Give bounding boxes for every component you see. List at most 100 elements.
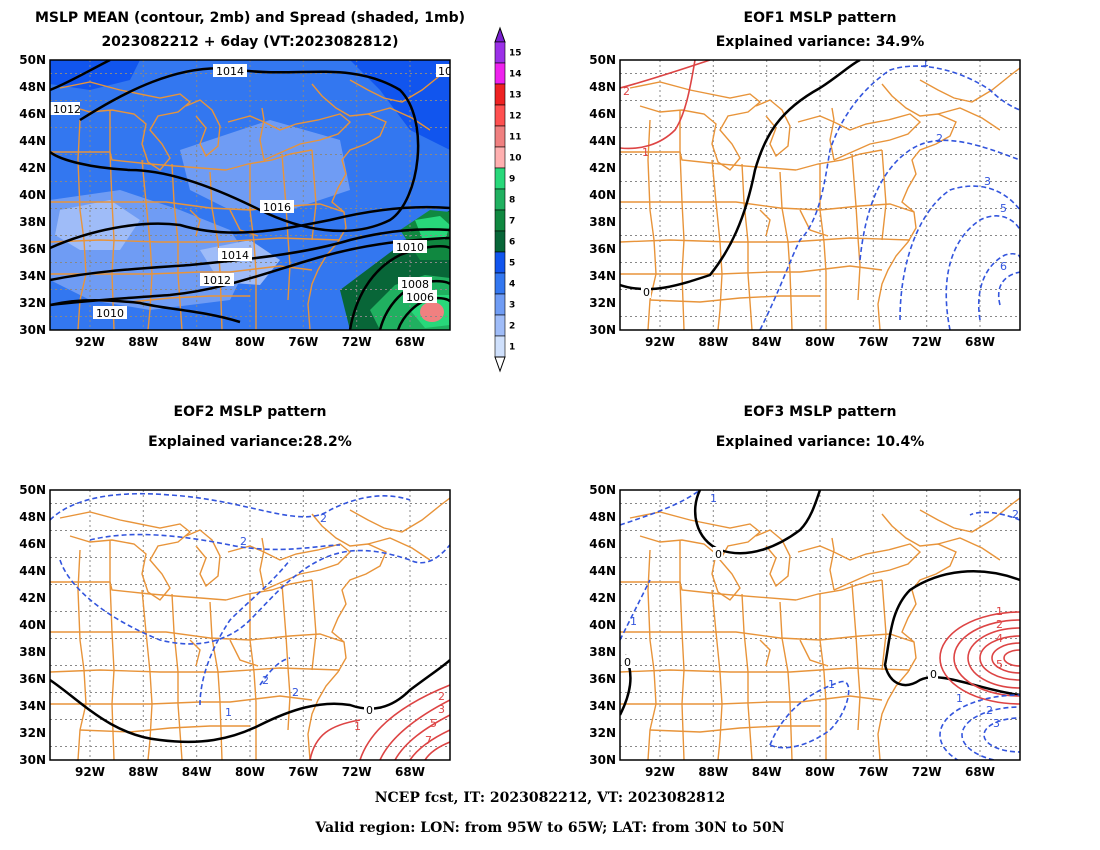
colorbar-label: 9	[509, 175, 515, 185]
latitude-tick-label: 50N	[19, 53, 46, 67]
longitude-tick-label: 84W	[182, 335, 212, 349]
latitude-tick-label: 34N	[19, 269, 46, 283]
colorbar-swatch	[494, 83, 506, 106]
longitude-tick-label: 80W	[235, 335, 265, 349]
latitude-tick-label: 40N	[19, 618, 46, 632]
negative-contour	[998, 271, 1020, 306]
mean-panel-subtitle: 2023082212 + 6day (VT:2023082812)	[101, 34, 399, 50]
colorbar-swatch	[494, 209, 506, 232]
map-frame	[619, 59, 1021, 331]
negative-contour	[969, 511, 1020, 521]
longitude-tick-label: 76W	[858, 765, 888, 779]
latitude-tick-label: 32N	[589, 726, 616, 740]
contour-label: 1	[630, 615, 637, 628]
zero-contour	[50, 659, 450, 744]
contour-label: 2	[262, 674, 269, 687]
latitude-tick-label: 38N	[589, 645, 616, 659]
colorbar-label: 14	[509, 70, 522, 80]
latitude-tick-label: 44N	[589, 134, 616, 148]
longitude-tick-label: 88W	[698, 765, 728, 779]
colorbar-min-arrow	[494, 356, 506, 373]
contour-label: 1	[710, 492, 717, 505]
latitude-tick-label: 34N	[589, 699, 616, 713]
contour-label: 0	[624, 656, 631, 669]
map-frame	[49, 489, 451, 761]
contour-label: 2	[1012, 508, 1019, 521]
latitude-tick-label: 46N	[589, 107, 616, 121]
latitude-tick-label: 44N	[19, 134, 46, 148]
latitude-tick-label: 34N	[589, 269, 616, 283]
latitude-tick-label: 42N	[19, 161, 46, 175]
negative-contour	[939, 694, 1020, 760]
contour-label: 1012	[203, 274, 231, 287]
colorbar-swatch	[494, 167, 506, 190]
isobar-1016	[50, 205, 450, 250]
contour-label: 1008	[401, 278, 429, 291]
colorbar-swatch	[494, 146, 506, 169]
latitude-tick-label: 30N	[19, 323, 46, 337]
latitude-tick-label: 50N	[589, 53, 616, 67]
longitude-tick-label: 72W	[342, 765, 372, 779]
contour-label: 2	[320, 512, 327, 525]
colorbar-label: 2	[509, 322, 515, 332]
longitude-tick-label: 92W	[645, 765, 675, 779]
colorbar-label: 1	[509, 343, 515, 353]
contour-label: 5	[430, 717, 437, 730]
eof2-panel-title: EOF2 MSLP pattern	[173, 404, 327, 420]
latitude-tick-label: 40N	[589, 188, 616, 202]
eof3-panel-title: EOF3 MSLP pattern	[743, 404, 897, 420]
positive-contour	[424, 741, 450, 760]
isobar-1010-southwest	[50, 299, 241, 324]
colorbar-swatch	[494, 335, 506, 358]
contour-label: 2	[240, 535, 247, 548]
colorbar-swatch	[494, 62, 506, 85]
positive-contour	[991, 642, 1020, 674]
positive-contour	[394, 714, 450, 760]
latitude-tick-label: 48N	[19, 510, 46, 524]
map-frame	[619, 489, 1021, 761]
positive-contour	[1003, 649, 1020, 667]
eof3-panel-subtitle: Explained variance: 10.4%	[715, 434, 925, 450]
colorbar-label: 10	[509, 154, 522, 164]
latitude-tick-label: 34N	[19, 699, 46, 713]
negative-contour	[961, 706, 1020, 760]
eof1-map-panel: 2 1 0 1 2 3 5 6	[619, 59, 1021, 331]
longitude-tick-label: 84W	[752, 335, 782, 349]
latitude-tick-label: 46N	[19, 537, 46, 551]
longitude-tick-label: 88W	[698, 335, 728, 349]
longitude-tick-label: 88W	[128, 335, 158, 349]
contour-label: 1014	[221, 249, 249, 262]
isobar-1010-southeast	[348, 245, 450, 330]
colorbar-swatch	[494, 125, 506, 148]
contour-label: 7	[425, 734, 432, 747]
contour-label: 1016	[263, 201, 291, 214]
contour-label: 1	[354, 720, 361, 733]
latitude-tick-label: 40N	[589, 618, 616, 632]
isobar-1014-south	[50, 228, 450, 282]
colorbar-label: 11	[509, 133, 522, 143]
colorbar-label: 15	[509, 49, 522, 59]
contour-label: 2	[438, 690, 445, 703]
zero-contour	[693, 490, 822, 555]
contour-label: 3	[984, 175, 991, 188]
longitude-tick-label: 80W	[805, 765, 835, 779]
spread-shading-region	[50, 60, 140, 90]
colorbar-swatch	[494, 314, 506, 337]
contour-label: 2	[986, 704, 993, 717]
latitude-tick-label: 42N	[19, 591, 46, 605]
negative-contour	[59, 544, 450, 645]
latitude-tick-label: 36N	[19, 242, 46, 256]
positive-contour	[620, 60, 711, 89]
longitude-tick-label: 72W	[912, 335, 942, 349]
positive-contour	[309, 719, 361, 760]
negative-contour	[859, 139, 1020, 261]
contour-label: 1	[225, 706, 232, 719]
latitude-tick-label: 42N	[589, 161, 616, 175]
colorbar-swatch	[494, 272, 506, 295]
positive-contour	[967, 627, 1020, 689]
positive-contour	[620, 60, 696, 150]
contour-label: 3	[438, 703, 445, 716]
latitude-tick-label: 32N	[19, 726, 46, 740]
contour-label: 1010	[96, 307, 124, 320]
latitude-tick-label: 46N	[19, 107, 46, 121]
